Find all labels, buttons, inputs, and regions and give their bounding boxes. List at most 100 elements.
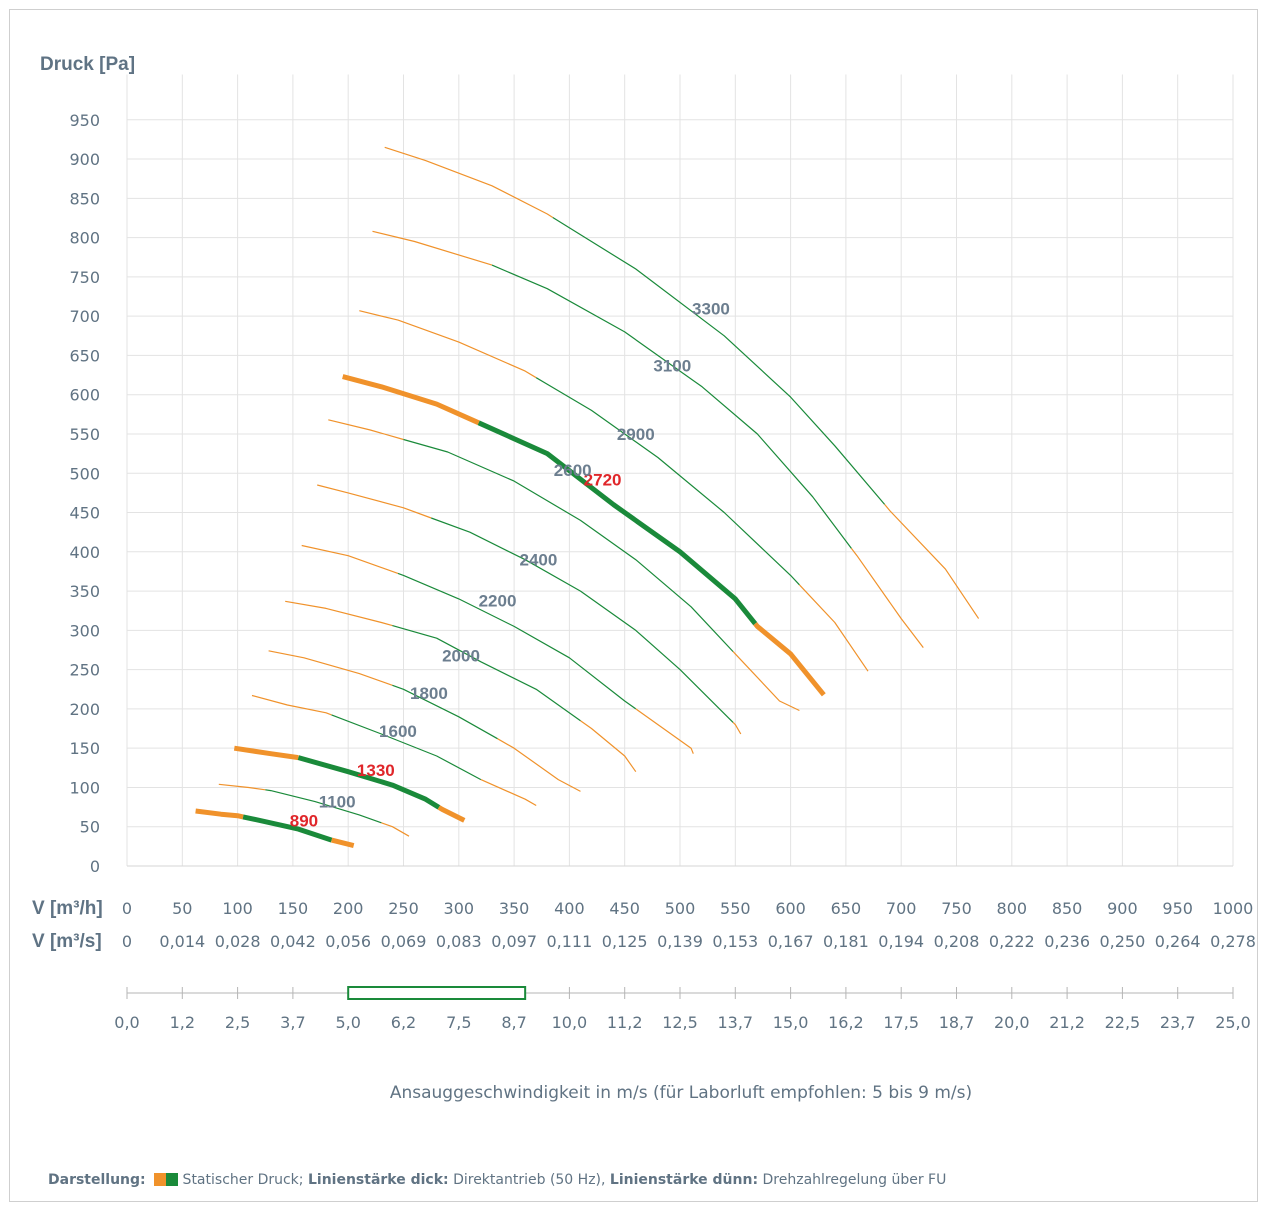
curve-1600-orange-end xyxy=(480,779,537,807)
curve-1600-green xyxy=(331,714,482,781)
velocity-tick-label: 3,7 xyxy=(280,1013,305,1032)
y-tick-label: 800 xyxy=(69,229,100,248)
y-tick-label: 250 xyxy=(69,661,100,680)
velocity-tick-label: 13,7 xyxy=(717,1013,753,1032)
x-tick-label: 0,236 xyxy=(1044,932,1090,951)
velocity-tick-label: 16,2 xyxy=(828,1013,864,1032)
curve-label-1100: 1100 xyxy=(319,793,356,812)
y-tick-label: 850 xyxy=(69,189,100,208)
x-tick-label: 750 xyxy=(941,899,972,918)
velocity-tick-label: 17,5 xyxy=(883,1013,919,1032)
velocity-tick-label: 18,7 xyxy=(939,1013,975,1032)
y-tick-label: 300 xyxy=(69,621,100,640)
x-tick-label: 0,264 xyxy=(1155,932,1201,951)
grid xyxy=(126,74,1234,867)
x-tick-label: 0,097 xyxy=(491,932,537,951)
y-tick-label: 750 xyxy=(69,268,100,287)
velocity-tick-label: 20,0 xyxy=(994,1013,1030,1032)
legend-prefix: Darstellung: xyxy=(48,1172,146,1188)
velocity-tick-label: 2,5 xyxy=(225,1013,250,1032)
y-tick-label: 0 xyxy=(90,857,100,876)
y-tick-label: 450 xyxy=(69,504,100,523)
curve-2720-orange-start xyxy=(342,374,480,426)
curve-2600-orange-end xyxy=(732,651,800,712)
x-tick-label: 550 xyxy=(720,899,751,918)
x-tick-label: 700 xyxy=(886,899,917,918)
curve-label-2400: 2400 xyxy=(520,551,558,570)
x-tick-label: 350 xyxy=(499,899,530,918)
x-row-label: V [m³/s] xyxy=(32,931,102,952)
velocity-tick-label: 23,7 xyxy=(1160,1013,1196,1032)
y-tick-label: 200 xyxy=(69,700,100,719)
velocity-tick-label: 10,0 xyxy=(552,1013,588,1032)
x-tick-label: 0,208 xyxy=(934,932,980,951)
curve-2720-orange-end xyxy=(753,622,826,697)
y-tick-label: 700 xyxy=(69,307,100,326)
curve-2200-green xyxy=(397,572,637,710)
curve-2720-green xyxy=(477,420,758,626)
x-tick-label: 600 xyxy=(775,899,806,918)
curve-label-3100: 3100 xyxy=(653,357,691,376)
x-tick-label: 0,139 xyxy=(657,932,703,951)
curve-890-orange-start xyxy=(195,808,244,820)
y-tick-label: 900 xyxy=(69,150,100,169)
legend-thick-label: Linienstärke dick: xyxy=(307,1172,449,1188)
curve-2200-orange-end xyxy=(635,708,694,754)
x-tick-label: 0,153 xyxy=(712,932,758,951)
velocity-tick-label: 21,2 xyxy=(1049,1013,1085,1032)
y-tick-label: 400 xyxy=(69,543,100,562)
legend-thin-label: Linienstärke dünn: xyxy=(609,1172,759,1188)
curve-1330-green xyxy=(297,755,441,810)
velocity-axis: 0,0 1,2 2,5 3,7 5,0 6,2 7,5 8,7 10,0 11,2 12,5 13,7… xyxy=(114,986,1251,1032)
legend-text-static: Statischer Druck; xyxy=(178,1172,308,1188)
x-tick-label: 850 xyxy=(1052,899,1083,918)
x-tick-label: 0,069 xyxy=(381,932,427,951)
curve-2400-orange-end xyxy=(732,721,742,735)
x-tick-label: 0,111 xyxy=(546,932,592,951)
curve-2200-orange-start xyxy=(301,544,399,574)
curve-890-orange-end xyxy=(330,837,355,849)
recommended-range-box xyxy=(347,986,527,1000)
curve-label-3300: 3300 xyxy=(692,299,730,318)
y-tick-label: 550 xyxy=(69,425,100,444)
x-tick-label: 300 xyxy=(444,899,475,918)
curve-3100-green xyxy=(491,264,852,549)
chart-frame xyxy=(9,9,1258,1202)
legend: Darstellung: Statischer Druck; Linienstä… xyxy=(48,1172,946,1188)
curve-1600-orange-start xyxy=(251,694,332,716)
x-tick-label: 800 xyxy=(997,899,1028,918)
y-tick-label: 150 xyxy=(69,739,100,758)
curve-label-1800: 1800 xyxy=(410,684,448,703)
y-ticks: 9509008508007507006506005505004504003503… xyxy=(69,111,100,876)
y-tick-label: 500 xyxy=(69,464,100,483)
x-tick-label: 0,167 xyxy=(768,932,814,951)
curve-1330-orange-end xyxy=(437,805,466,823)
x-tick-label: 650 xyxy=(831,899,862,918)
legend-thin-text: Drehzahlregelung über FU xyxy=(758,1172,947,1188)
curve-2000-orange-end xyxy=(580,720,637,773)
legend-swatch-orange xyxy=(154,1173,167,1186)
y-tick-label: 350 xyxy=(69,582,100,601)
x-tick-label: 0,278 xyxy=(1210,932,1256,951)
curve-2000-green xyxy=(392,625,581,722)
curve-890-green xyxy=(242,814,333,843)
x-tick-label: 0 xyxy=(122,899,132,918)
curve-3300-orange-end xyxy=(884,504,980,619)
velocity-tick-label: 5,0 xyxy=(335,1013,360,1032)
y-tick-label: 650 xyxy=(69,346,100,365)
curve-label-2600: 2600 xyxy=(554,461,592,480)
x-tick-label: 0,125 xyxy=(602,932,648,951)
curve-1800-green xyxy=(392,684,498,740)
velocity-tick-label: 0,0 xyxy=(114,1013,139,1032)
curve-1100-orange-end xyxy=(381,822,410,837)
x-row-label: V [m³/h] xyxy=(32,898,103,919)
curve-2900-orange-start xyxy=(359,310,537,379)
x-tick-label: 0 xyxy=(122,932,132,951)
x-tick-label: 50 xyxy=(172,899,192,918)
x-tick-label: 100 xyxy=(222,899,253,918)
curve-label-2000: 2000 xyxy=(442,646,480,665)
velocity-tick-label: 7,5 xyxy=(446,1013,471,1032)
curve-label-2720: 2720 xyxy=(584,471,622,490)
velocity-tick-label: 25,0 xyxy=(1215,1013,1251,1032)
